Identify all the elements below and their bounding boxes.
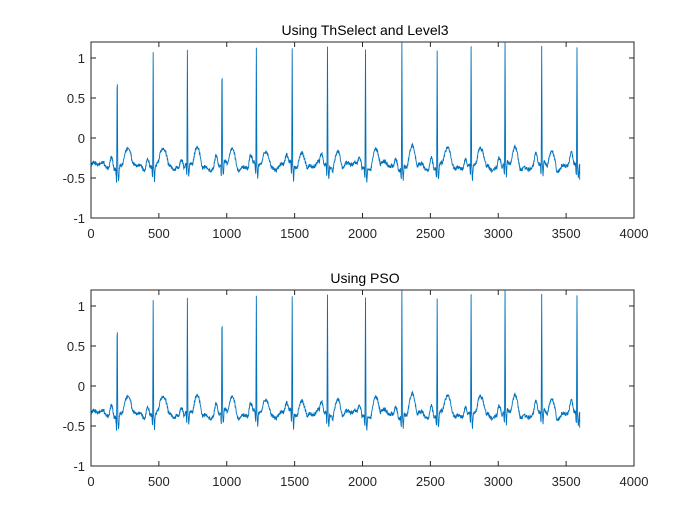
y-tick-label: 1 — [78, 51, 85, 66]
x-tick-label: 2500 — [416, 474, 445, 489]
y-tick-label: -1 — [73, 211, 85, 226]
x-tick-label: 3000 — [484, 226, 513, 241]
y-tick-label: 0 — [78, 131, 85, 146]
x-tick-label: 3500 — [552, 474, 581, 489]
x-tick-label: 4000 — [620, 226, 649, 241]
x-tick-label: 0 — [87, 226, 94, 241]
y-tick-label: -0.5 — [63, 171, 85, 186]
chart-title-pso: Using PSO — [330, 270, 399, 286]
x-tick-label: 4000 — [620, 474, 649, 489]
x-tick-label: 1500 — [280, 226, 309, 241]
x-tick-label: 2000 — [348, 226, 377, 241]
x-tick-label: 3500 — [552, 226, 581, 241]
x-tick-label: 1500 — [280, 474, 309, 489]
x-tick-label: 0 — [87, 474, 94, 489]
x-tick-label: 1000 — [212, 226, 241, 241]
x-tick-label: 500 — [148, 474, 170, 489]
y-tick-label: 0 — [78, 379, 85, 394]
x-tick-label: 2000 — [348, 474, 377, 489]
axes-box-pso — [91, 290, 634, 466]
x-tick-label: 2500 — [416, 226, 445, 241]
y-tick-label: 1 — [78, 299, 85, 314]
y-tick-label: 0.5 — [67, 339, 85, 354]
y-tick-label: -0.5 — [63, 419, 85, 434]
axes-box-thselect — [91, 42, 634, 218]
x-tick-label: 500 — [148, 226, 170, 241]
subplot-thselect: Using ThSelect and Level3 0 500 1000 1500 20… — [63, 22, 649, 241]
y-tick-label: 0.5 — [67, 91, 85, 106]
x-tick-label: 1000 — [212, 474, 241, 489]
y-tick-label: -1 — [73, 459, 85, 474]
subplot-pso: Using PSO 0 500 1000 1500 2000 2500 3000 3500 40… — [63, 270, 649, 489]
chart-title-thselect: Using ThSelect and Level3 — [281, 22, 448, 38]
x-tick-label: 3000 — [484, 474, 513, 489]
